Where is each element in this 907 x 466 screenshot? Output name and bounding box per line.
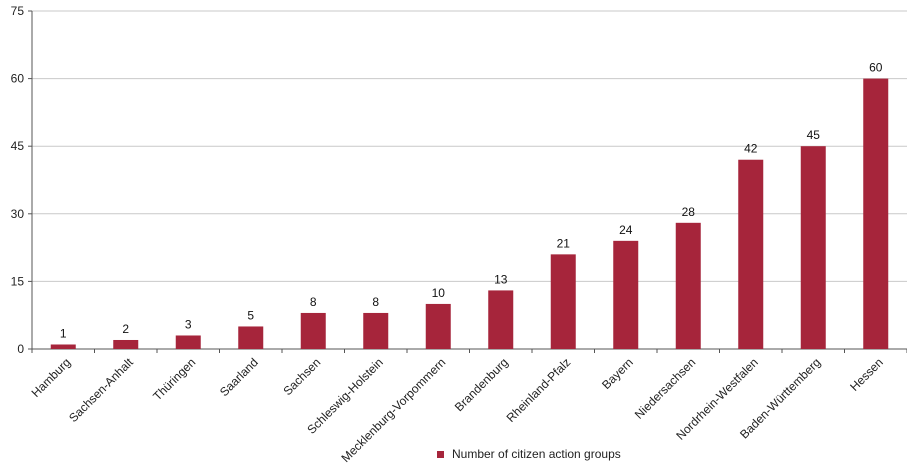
data-label: 10 xyxy=(432,286,446,300)
x-tick-label: Saarland xyxy=(217,355,261,399)
legend-swatch xyxy=(437,450,444,458)
x-tick-label: Rheinland-Pfalz xyxy=(504,355,574,425)
bar xyxy=(738,159,764,349)
x-tick-label: Hamburg xyxy=(29,355,74,400)
y-tick-label: 30 xyxy=(11,207,25,221)
data-label: 8 xyxy=(372,295,379,309)
x-tick-label: Hessen xyxy=(847,355,886,394)
bar xyxy=(238,326,264,349)
data-label: 45 xyxy=(807,128,821,142)
data-label: 21 xyxy=(557,236,571,250)
bar xyxy=(488,290,514,349)
y-tick-label: 45 xyxy=(11,139,25,153)
x-tick-label: Brandenburg xyxy=(452,355,511,414)
bar xyxy=(425,303,451,349)
x-tick-label: Mecklenburg-Vorpommern xyxy=(338,355,448,465)
data-label: 3 xyxy=(185,317,192,331)
data-label: 5 xyxy=(247,308,254,322)
bar xyxy=(550,254,576,349)
bar xyxy=(363,312,389,349)
data-label: 24 xyxy=(619,223,633,237)
y-tick-label: 75 xyxy=(11,4,25,18)
x-tick-label: Niedersachsen xyxy=(632,355,699,422)
data-label: 60 xyxy=(869,61,883,75)
legend-label: Number of citizen action groups xyxy=(452,447,621,461)
bar xyxy=(675,222,701,349)
data-label: 28 xyxy=(682,205,696,219)
x-tick-label: Sachsen-Anhalt xyxy=(66,355,136,425)
data-label: 13 xyxy=(494,272,508,286)
x-tick-label: Sachsen xyxy=(280,355,323,398)
y-tick-label: 0 xyxy=(17,342,24,356)
data-label: 42 xyxy=(744,142,758,156)
y-tick-label: 60 xyxy=(11,72,25,86)
data-label: 2 xyxy=(122,322,129,336)
x-tick-label: Thüringen xyxy=(150,355,198,403)
bar xyxy=(175,335,201,349)
bar xyxy=(800,146,826,349)
bar xyxy=(50,344,76,349)
legend: Number of citizen action groups xyxy=(437,447,621,461)
bar xyxy=(613,240,639,349)
y-tick-label: 15 xyxy=(11,274,25,288)
bar xyxy=(113,339,139,349)
bar xyxy=(300,312,326,349)
bar xyxy=(863,78,889,349)
data-label: 1 xyxy=(60,326,67,340)
x-tick-label: Bayern xyxy=(599,355,636,392)
data-label: 8 xyxy=(310,295,317,309)
